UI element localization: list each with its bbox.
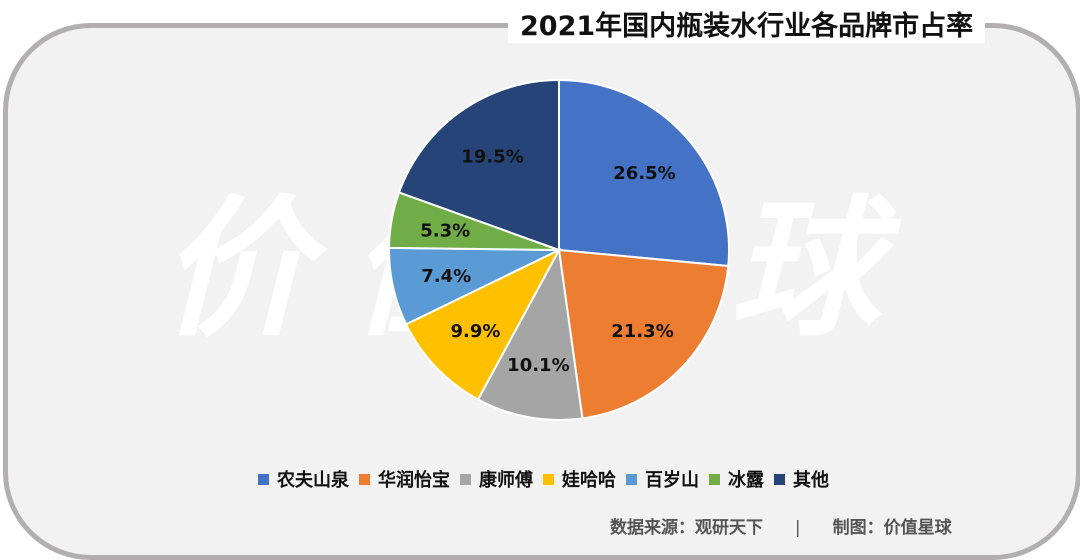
- legend-item: 其他: [774, 466, 829, 492]
- legend-item: 娃哈哈: [543, 466, 616, 492]
- legend-label: 农夫山泉: [277, 470, 349, 491]
- pie-slice-3: [404, 247, 562, 401]
- watermark-char: 球: [730, 183, 921, 357]
- slice-label: 21.3%: [611, 321, 673, 342]
- pie-slice-6: [397, 78, 560, 252]
- pie-slice-2: [476, 246, 584, 421]
- legend: 农夫山泉 华润怡宝 康师傅 娃哈哈 百岁山 冰露 其他: [258, 466, 839, 492]
- legend-item: 康师傅: [460, 466, 533, 492]
- credit-text: 制图：价值星球: [832, 518, 952, 538]
- legend-label: 娃哈哈: [562, 470, 616, 491]
- legend-label: 华润怡宝: [378, 470, 450, 491]
- slice-label: 10.1%: [507, 355, 569, 376]
- legend-label: 冰露: [728, 470, 764, 491]
- slice-label: 19.5%: [461, 146, 523, 167]
- legend-swatch-icon: [626, 473, 637, 485]
- title-container: 2021年国内瓶装水行业各品牌市占率: [508, 3, 986, 43]
- footer-separator: |: [794, 518, 801, 538]
- slice-label: 9.9%: [451, 321, 501, 342]
- legend-swatch-icon: [359, 473, 370, 485]
- legend-item: 冰露: [709, 466, 764, 492]
- chart-title: 2021年国内瓶装水行业各品牌市占率: [520, 10, 974, 42]
- legend-swatch-icon: [258, 473, 269, 485]
- pie-slice-1: [557, 248, 730, 420]
- legend-label: 百岁山: [645, 470, 699, 491]
- legend-item: 华润怡宝: [359, 466, 450, 492]
- legend-label: 其他: [793, 470, 829, 491]
- legend-swatch-icon: [774, 473, 785, 485]
- watermark-char: 价: [160, 183, 351, 357]
- slice-label: 5.3%: [420, 220, 470, 241]
- legend-swatch-icon: [543, 473, 554, 485]
- slice-label: 26.5%: [613, 163, 675, 184]
- legend-item: 百岁山: [626, 466, 699, 492]
- legend-label: 康师傅: [479, 470, 533, 491]
- pie-slice-0: [558, 78, 730, 268]
- footer: 数据来源：观研天下 | 制图：价值星球: [610, 513, 952, 538]
- legend-swatch-icon: [709, 473, 720, 485]
- legend-swatch-icon: [460, 473, 471, 485]
- slice-label: 7.4%: [421, 266, 471, 287]
- source-text: 数据来源：观研天下: [610, 518, 763, 538]
- legend-item: 农夫山泉: [258, 466, 349, 492]
